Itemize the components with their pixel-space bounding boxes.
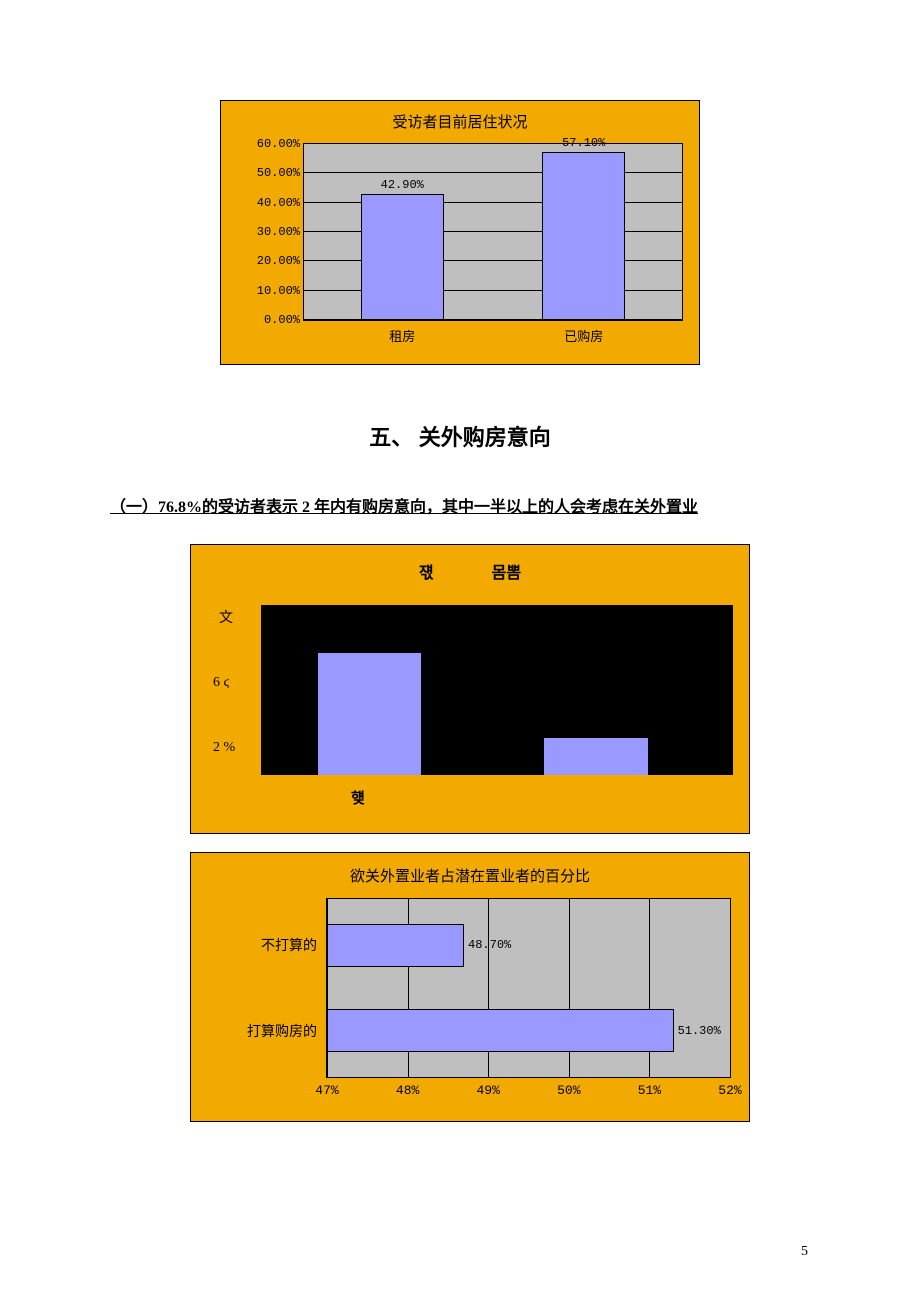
chart3-xtick-0: 47%: [315, 1077, 338, 1098]
chart1-ytick-1: 10.00%: [257, 284, 304, 298]
chart2-plot: [261, 605, 733, 775]
chart2-ylabel-1: 6 ϛ: [213, 675, 229, 691]
chart1-label-0: 42.90%: [381, 178, 424, 192]
chart3-xtick-1: 48%: [396, 1077, 419, 1098]
section-heading: 五、 关外购房意向: [110, 420, 810, 452]
page-number: 5: [801, 1244, 808, 1260]
chart1-ytick-2: 20.00%: [257, 254, 304, 268]
chart1-ytick-6: 60.00%: [257, 137, 304, 151]
chart3-xtick-5: 52%: [718, 1077, 741, 1098]
chart1-ytick-5: 50.00%: [257, 166, 304, 180]
chart2-bar-1: [544, 738, 648, 775]
chart1-ytick-0: 0.00%: [264, 313, 304, 327]
chart1-xcat-0: 租房: [389, 320, 415, 345]
chart1-plot: 0.00% 10.00% 20.00% 30.00% 40.00% 50.00%…: [303, 143, 683, 321]
chart3-ycat-1: 打算购房的: [247, 1021, 327, 1041]
chart1-label-1: 57.10%: [562, 136, 605, 150]
chart3-title: 欲关外置业者占潜在置业者的百分比: [191, 853, 749, 886]
chart2-bar-0: [318, 653, 422, 775]
chart-purchase-intention: 쟧 몸뽐 文 6 ϛ 2 % 헂: [190, 544, 750, 834]
chart2-xlabel: 헂: [351, 787, 365, 808]
chart2-title: 쟧 몸뽐: [191, 545, 749, 583]
chart3-ycat-0: 不打算的: [261, 935, 327, 955]
chart1-bar-1: [542, 152, 625, 320]
chart3-plot: 47% 48% 49% 50% 51% 52% 48.70% 不打算的 51.3…: [326, 898, 731, 1078]
chart-living-status: 受访者目前居住状况 0.00% 10.00% 20.00% 30.00% 40.…: [220, 100, 700, 365]
chart3-bar-1: [327, 1009, 674, 1052]
chart3-xtick-2: 49%: [476, 1077, 499, 1098]
subsection-paragraph: （一）76.8%的受访者表示 2 年内有购房意向，其中一半以上的人会考虑在关外置…: [110, 492, 810, 524]
chart1-bar-0: [361, 194, 444, 320]
chart2-title-left: 쟧: [419, 565, 434, 582]
chart3-label-0: 48.70%: [468, 938, 511, 952]
chart1-xcat-1: 已购房: [564, 320, 603, 345]
chart3-bar-0: [327, 924, 464, 967]
chart-outside-buyers-ratio: 欲关外置业者占潜在置业者的百分比 47% 48% 49% 50% 51% 52%…: [190, 852, 750, 1122]
chart1-ytick-4: 40.00%: [257, 196, 304, 210]
chart2-ylabel-2: 2 %: [213, 740, 235, 756]
chart3-xtick-4: 51%: [638, 1077, 661, 1098]
chart1-title: 受访者目前居住状况: [221, 101, 699, 132]
chart1-ytick-3: 30.00%: [257, 225, 304, 239]
chart3-label-1: 51.30%: [678, 1024, 721, 1038]
chart2-title-right: 몸뽐: [492, 565, 521, 582]
chart3-xtick-3: 50%: [557, 1077, 580, 1098]
chart2-ylabel-0: 文: [219, 607, 233, 627]
